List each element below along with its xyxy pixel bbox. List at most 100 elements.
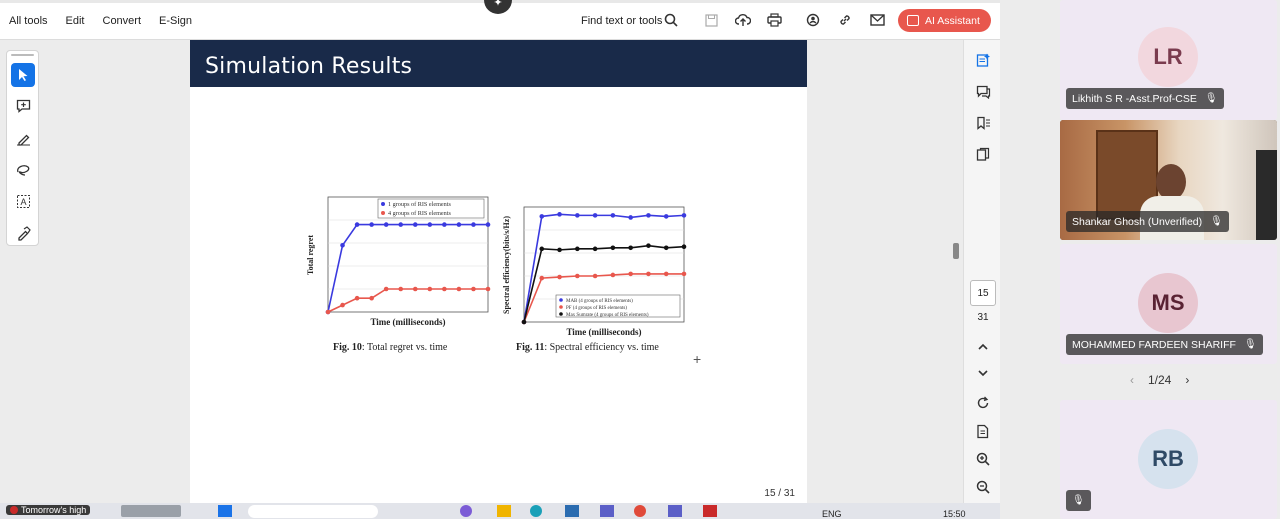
rotate-icon[interactable] (974, 394, 992, 412)
print-icon[interactable] (765, 11, 783, 29)
text-box-icon[interactable]: A (11, 189, 35, 213)
data-point (354, 222, 360, 227)
participant-tile[interactable]: RB 🎙 (1060, 400, 1277, 519)
chart-spectral-efficiency: MAB (4 groups of RIS elements) PF (4 gro… (502, 206, 687, 337)
fig11-caption: Fig. 11: Spectral efficiency vs. time (516, 342, 659, 353)
data-point (427, 286, 433, 292)
clock[interactable]: 15:50 (943, 509, 966, 519)
teams-icon[interactable] (600, 505, 614, 517)
find-text-button[interactable]: Find text or tools (581, 15, 663, 27)
slide-header: Simulation Results (190, 40, 807, 87)
windows-start-icon[interactable] (218, 505, 232, 517)
weather-widget[interactable]: Tomorrow's high (6, 505, 91, 515)
next-page-icon[interactable]: › (1185, 373, 1190, 387)
data-point (575, 213, 580, 218)
menu-all-tools[interactable]: All tools (9, 15, 48, 27)
data-point (369, 222, 374, 227)
teams-icon[interactable] (668, 505, 682, 517)
page-number-input[interactable]: 15 (970, 280, 996, 306)
legend-marker-black (559, 312, 563, 316)
data-point (663, 271, 669, 277)
highlight-pen-icon[interactable] (11, 126, 35, 150)
avatar: RB (1138, 429, 1198, 489)
data-point (610, 213, 616, 218)
data-point (485, 286, 491, 292)
data-point (610, 272, 616, 278)
participant-name-tag: Shankar Ghosh (Unverified) 🎙 (1066, 211, 1229, 232)
data-point (663, 214, 669, 219)
copy-pages-icon[interactable] (974, 145, 992, 163)
participant-name: Shankar Ghosh (Unverified) (1072, 215, 1203, 228)
data-point (575, 246, 580, 252)
data-point (557, 212, 562, 217)
ai-summary-icon[interactable] (974, 51, 992, 69)
page-fit-icon[interactable] (974, 422, 992, 440)
floating-ai-icon[interactable]: ✦ (484, 0, 512, 14)
series-line (327, 223, 488, 313)
data-point (575, 273, 580, 279)
link-icon[interactable] (836, 11, 854, 29)
data-point (663, 245, 669, 251)
data-point (456, 286, 462, 292)
menu-edit[interactable]: Edit (65, 15, 85, 27)
sign-icon[interactable] (11, 221, 35, 245)
mic-muted-icon: 🎙 (1243, 339, 1257, 350)
taskbar-app-icon[interactable] (565, 505, 579, 517)
upload-cloud-icon[interactable] (734, 11, 752, 29)
file-explorer-icon[interactable] (497, 505, 511, 517)
language-indicator[interactable]: ENG (822, 509, 842, 519)
participant-tile[interactable]: LR Likhith S R -Asst.Prof-CSE 🎙 (1060, 0, 1277, 120)
select-cursor-icon[interactable] (11, 63, 35, 87)
save-icon[interactable] (702, 11, 720, 29)
participant-tile[interactable]: MS MOHAMMED FARDEEN SHARIFF 🎙 (1060, 244, 1277, 364)
data-point (398, 222, 404, 227)
data-point (383, 222, 389, 227)
data-point (442, 222, 447, 227)
zoom-out-icon[interactable] (974, 478, 992, 496)
chevron-down-icon[interactable] (974, 364, 992, 382)
series-line (523, 213, 685, 323)
taskbar-search-box[interactable] (248, 505, 378, 518)
chrome-icon[interactable] (634, 505, 646, 517)
search-icon[interactable] (662, 11, 680, 29)
taskbar-app-icon[interactable] (460, 505, 472, 517)
menu-esign[interactable]: E-Sign (159, 15, 193, 27)
mic-muted-icon: 🎙 (1204, 93, 1218, 104)
taskbar-app-preview[interactable] (121, 505, 181, 517)
drag-handle[interactable] (11, 54, 34, 56)
crosshair-cursor-icon: + (693, 351, 702, 367)
data-point (442, 286, 447, 292)
acrobat-icon[interactable] (703, 505, 717, 517)
svg-text:A: A (20, 197, 26, 207)
legend-entry-1: MAB (4 groups of RIS elements) (566, 299, 633, 304)
chair (1256, 150, 1277, 240)
participant-name: MOHAMMED FARDEEN SHARIFF (1072, 338, 1236, 351)
prev-page-icon[interactable]: ‹ (1130, 373, 1134, 387)
zoom-in-icon[interactable] (974, 450, 992, 468)
legend-marker-red (559, 305, 563, 309)
add-comment-icon[interactable] (11, 94, 35, 118)
draw-freehand-icon[interactable] (11, 158, 35, 182)
ai-assistant-button[interactable]: AI Assistant (898, 9, 991, 32)
mic-muted-icon: 🎙 (1210, 216, 1223, 227)
legend-marker-red (381, 211, 385, 215)
data-point (592, 213, 598, 218)
fig10-caption-label: Fig. 10 (333, 342, 362, 353)
data-point (628, 245, 633, 251)
scrollbar-thumb[interactable] (953, 243, 959, 259)
bookmarks-icon[interactable] (974, 114, 992, 132)
data-point (610, 245, 616, 251)
series-line (523, 273, 684, 323)
data-point (646, 243, 651, 248)
mail-icon[interactable] (868, 11, 886, 29)
data-point (592, 246, 598, 252)
data-point (592, 273, 598, 279)
chevron-up-icon[interactable] (974, 338, 992, 356)
comments-icon[interactable] (974, 83, 992, 101)
menu-convert[interactable]: Convert (102, 15, 142, 27)
legend-box (555, 294, 681, 318)
share-user-icon[interactable] (804, 11, 822, 29)
participant-name-tag: MOHAMMED FARDEEN SHARIFF 🎙 (1066, 334, 1263, 355)
participant-video-tile[interactable]: Shankar Ghosh (Unverified) 🎙 (1060, 120, 1277, 240)
edge-browser-icon[interactable] (530, 505, 542, 517)
